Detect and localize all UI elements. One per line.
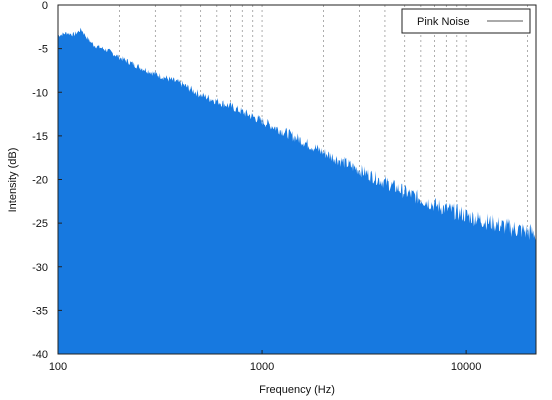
x-axis-ticks: 100 1000 10000 (49, 350, 482, 373)
x-tick-label: 10000 (451, 361, 482, 373)
y-tick-label: -30 (32, 262, 48, 274)
y-tick-label: -10 (32, 87, 48, 99)
y-tick-label: 0 (42, 0, 48, 12)
y-tick-label: -15 (32, 131, 48, 143)
y-tick-label: -40 (32, 349, 48, 361)
y-tick-label: -20 (32, 175, 48, 187)
legend: Pink Noise (401, 8, 531, 34)
y-axis-ticks: 0 -5 -10 -15 -20 -25 -30 -35 -40 (32, 0, 62, 361)
y-tick-label: -25 (32, 218, 48, 230)
y-tick-label: -5 (38, 44, 48, 56)
x-axis-title: Frequency (Hz) (259, 384, 335, 396)
y-tick-label: -35 (32, 305, 48, 317)
x-tick-label: 100 (49, 361, 67, 373)
y-axis-title: Intensity (dB) (7, 148, 19, 213)
legend-label: Pink Noise (417, 16, 470, 28)
pink-noise-area (58, 27, 536, 355)
x-tick-label: 1000 (250, 361, 274, 373)
